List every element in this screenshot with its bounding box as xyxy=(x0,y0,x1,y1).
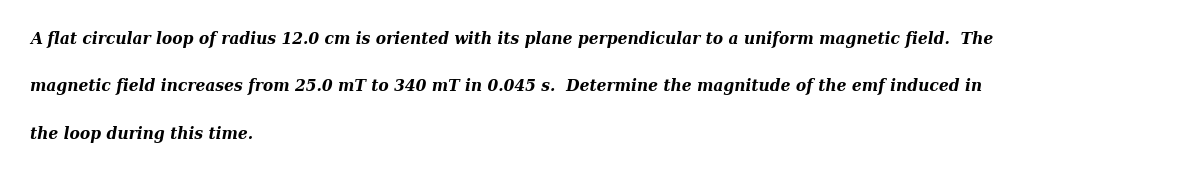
Text: the loop during this time.: the loop during this time. xyxy=(30,126,253,143)
Text: A flat circular loop of radius 12.0 cm is oriented with its plane perpendicular : A flat circular loop of radius 12.0 cm i… xyxy=(30,31,994,48)
Text: magnetic field increases from 25.0 mT to 340 mT in 0.045 s.  Determine the magni: magnetic field increases from 25.0 mT to… xyxy=(30,78,982,95)
